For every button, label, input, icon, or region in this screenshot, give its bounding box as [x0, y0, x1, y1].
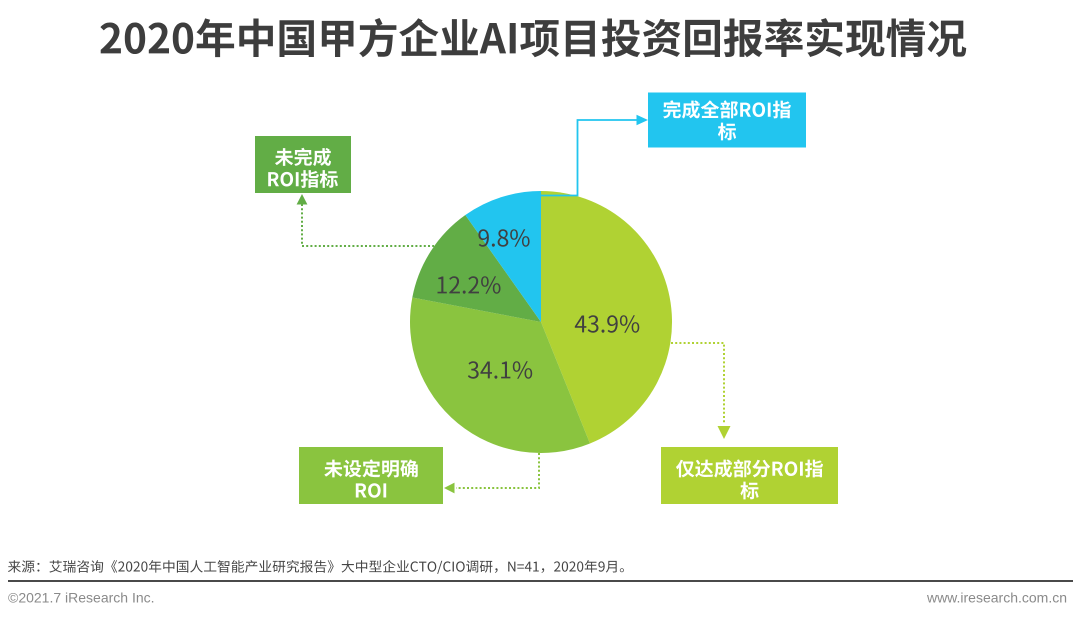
svg-text:www.iresearch.com.cn: www.iresearch.com.cn: [926, 590, 1067, 606]
svg-text:©2021.7 iResearch Inc.: ©2021.7 iResearch Inc.: [8, 590, 155, 606]
